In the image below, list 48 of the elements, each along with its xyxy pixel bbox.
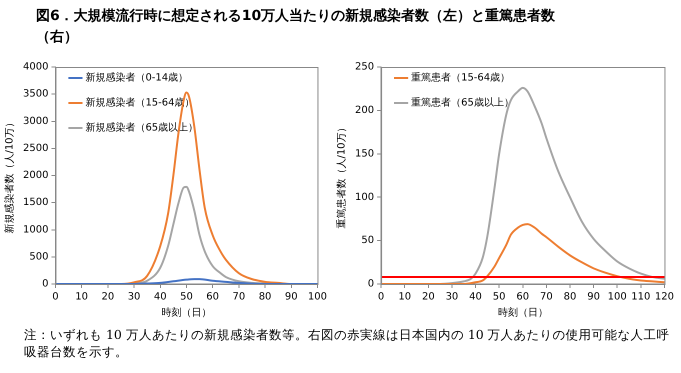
text: 注：いずれも 10 万人あたりの新規感染者数等。右図の赤実線は日本国内の 10 万人あたりの使用可能な人工呼吸器台数を示す。 [24, 326, 671, 360]
x-axis-title: 時刻（日） [161, 306, 212, 319]
x-axis-title: 時刻（日） [498, 306, 548, 319]
y-tick-label: 2000 [22, 170, 48, 182]
x-tick-label: 30 [446, 292, 458, 303]
x-tick-label: 100 [608, 292, 627, 303]
x-tick-label: 10 [75, 292, 88, 303]
x-tick-label: 0 [52, 292, 59, 303]
y-tick-label: 4000 [22, 62, 48, 73]
x-tick-label: 20 [422, 292, 435, 303]
y-tick-label: 2500 [22, 142, 48, 154]
x-tick-label: 70 [232, 292, 246, 303]
y-tick-label: 100 [354, 192, 374, 203]
x-tick-label: 120 [654, 292, 674, 303]
y-tick-label: 200 [354, 104, 374, 116]
x-tick-label: 40 [469, 292, 482, 303]
y-tick-label: 0 [42, 278, 48, 290]
y-tick-label: 250 [354, 62, 374, 73]
x-tick-label: 40 [154, 292, 167, 303]
x-tick-label: 30 [128, 292, 140, 303]
y-tick-label: 3000 [22, 116, 48, 127]
y-tick-label: 1000 [22, 224, 48, 236]
x-tick-label: 80 [258, 292, 272, 303]
x-tick-label: 0 [378, 292, 384, 303]
x-tick-label: 60 [516, 292, 530, 303]
x-tick-label: 80 [564, 292, 576, 303]
x-tick-label: 90 [284, 292, 298, 303]
x-tick-label: 90 [587, 292, 600, 303]
legend-label: 新規感染者（0-14歳） [85, 72, 188, 84]
x-tick-label: 100 [308, 292, 328, 303]
x-tick-label: 20 [101, 292, 114, 303]
y-tick-label: 500 [29, 251, 48, 262]
x-tick-label: 60 [206, 292, 220, 303]
y-tick-label: 150 [354, 148, 374, 160]
y-axis-title: 重篤患者数（人/10万） [336, 122, 348, 229]
x-tick-label: 50 [180, 292, 193, 303]
y-axis-title: 新規感染者数（人/10万） [4, 117, 16, 234]
legend-label: 重篤患者（65歳以上） [411, 96, 514, 109]
y-tick-label: 3500 [22, 88, 48, 100]
y-tick-label: 50 [361, 235, 374, 246]
y-tick-label: 0 [368, 278, 374, 290]
legend-label: 重篤患者（15-64歳） [411, 72, 510, 84]
x-tick-label: 70 [540, 292, 553, 303]
x-tick-label: 110 [631, 292, 650, 303]
chart-title: 図6．大規模流行時に想定される10万人当たりの新規感染者数（左）と重篤患者数（右） [36, 6, 556, 47]
x-tick-label: 50 [492, 292, 506, 303]
y-tick-label: 1500 [22, 197, 48, 208]
x-tick-label: 10 [398, 292, 412, 303]
